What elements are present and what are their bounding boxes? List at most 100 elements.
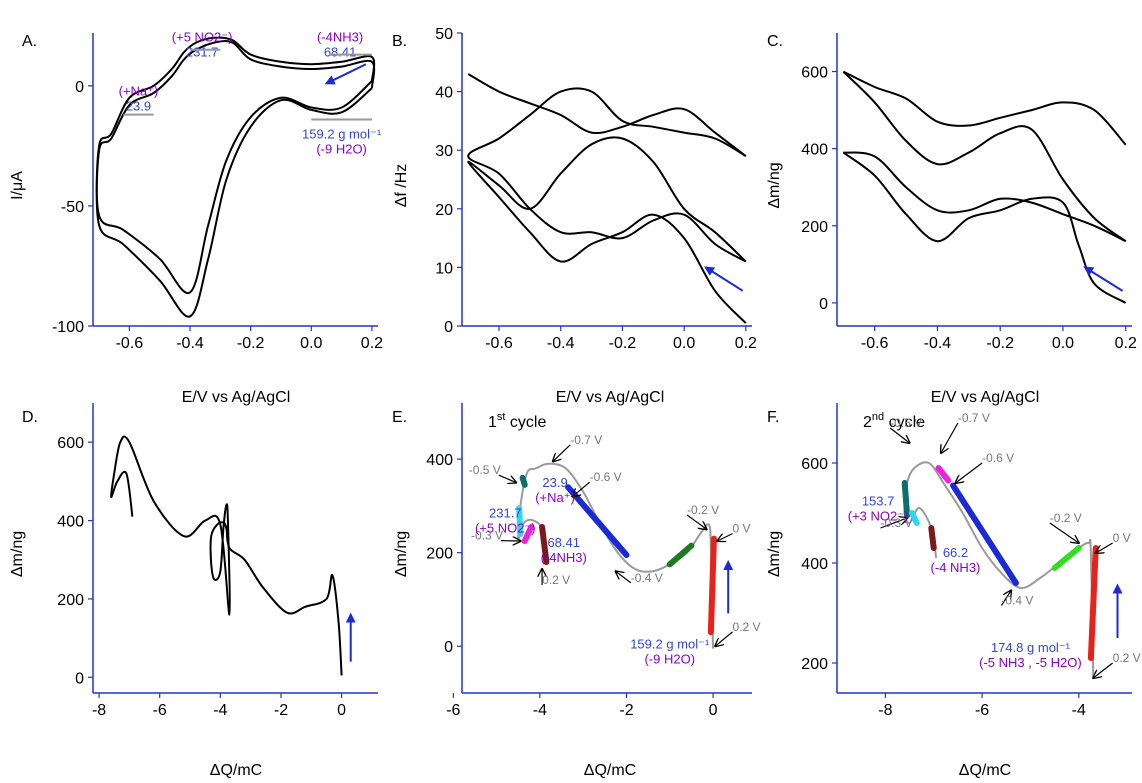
panel-b: -0.6 -0.4 -0.2 0.0 0.2 0 10 20 30 40 50 B. Δf /Hz [392,26,757,352]
potential-label: -0.5 V [469,463,501,477]
annotation-text: (+Na⁺) [535,490,575,505]
panel-d: -8 -6 -4 -2 0 0 200 400 600 D. Δm/ng [9,403,378,719]
y-tick-label: 0 [75,670,84,687]
panel-letter: E. [392,409,407,426]
highlight-segment [1087,545,1099,661]
potential-label: -0.4 V [1001,594,1033,608]
series-line [95,40,376,318]
highlight-segment [707,535,717,636]
xlabel-row2-f: ΔQ/mC [959,762,1011,779]
annotation-text: (+3 NO2⁻) [848,509,909,524]
y-tick-label: 0 [444,319,453,336]
series-line [467,136,747,324]
y-tick-label: 0 [75,79,84,96]
highlight-segment [516,505,524,537]
cycle-title: 1st cycle [488,411,546,431]
highlight-segment [666,542,695,568]
annotation-text: 23.9 [126,98,151,113]
panel-letter: B. [392,33,407,50]
callout-arrow [1093,662,1114,678]
potential-label: -0.3 V [471,529,503,543]
x-tick-label: -0.4 [176,335,204,352]
y-tick-label: 20 [435,202,453,219]
callout-arrow [880,518,908,529]
potential-label: -0.2 V [1050,511,1082,525]
x-tick-label: -6 [153,702,167,719]
potential-label: -0.3 V [881,516,913,530]
series-line [842,70,1127,243]
y-axis-label: Δm/ng [393,531,410,577]
y-tick-label: 40 [435,85,453,102]
y-tick-label: 400 [801,142,828,159]
y-axis-label: Δm/ng [766,162,783,208]
callout-arrow [1000,591,1011,606]
annotation-text: (-9 H2O) [316,142,367,157]
annotation-text: 174.8 g mol⁻¹ [991,640,1071,655]
annotation-text: 231.7 [489,506,522,521]
series-line [467,87,747,263]
series-line [903,461,1095,679]
highlight-segment [539,523,550,566]
annotation-text: 68.41 [324,44,357,59]
x-tick-label: 0.0 [300,335,322,352]
highlight-segment [521,523,535,544]
x-tick-label: -6 [975,702,989,719]
xlabel-row2-d: ΔQ/mC [210,762,262,779]
y-tick-label: 10 [435,260,453,277]
series-line [842,70,1127,146]
y-axis-label: I/μA [9,171,26,200]
x-tick-label: -0.6 [861,335,889,352]
callout-arrow [553,444,571,462]
x-tick-label: -2 [274,702,288,719]
potential-label: 0 V [733,522,751,536]
annotation-text: 153.7 [862,494,895,509]
direction-arrow [1083,266,1124,292]
x-tick-label: 0.2 [1115,335,1137,352]
x-tick-label: -6 [446,702,460,719]
x-tick-label: -4 [1072,702,1086,719]
annotation-text: 23.9 [542,475,567,490]
y-tick-label: 600 [801,456,828,473]
x-tick-label: -0.6 [485,335,513,352]
annotation-text: 159.2 g mol⁻¹ [302,127,382,142]
x-tick-label: -4 [533,702,547,719]
panel-c: -0.6 -0.4 -0.2 0.0 0.2 0 200 400 600 C. Δm/ng [766,33,1137,352]
y-tick-label: 200 [801,219,828,236]
panel-letter: C. [767,33,783,50]
x-tick-label: 0.2 [361,335,383,352]
y-tick-label: 400 [57,514,84,531]
callout-arrow [889,427,909,443]
annotation-text: (+5 NO2⁻) [172,29,233,44]
direction-arrow [704,266,744,292]
callout-arrow [572,481,591,496]
y-tick-label: 50 [435,26,453,43]
xlabel-row1-c: E/V vs Ag/AgCl [931,389,1040,406]
x-tick-label: -0.4 [547,335,575,352]
xlabel-row1-a: E/V vs Ag/AgCl [182,389,291,406]
highlight-segment [935,465,952,484]
potential-label: -0.4 V [631,571,663,585]
x-tick-label: 0.2 [735,335,757,352]
y-tick-label: -100 [52,319,84,336]
callout-arrow [616,571,632,584]
callout-arrow [1096,542,1113,553]
x-tick-label: 0.0 [673,335,695,352]
x-tick-label: 0.0 [1052,335,1074,352]
annotation-text: (+Na⁺) [119,83,159,98]
panel-e: -6 -4 -2 0 0 200 400 E. Δm/ng 1st cycle -0.7 V -0.6… [392,403,761,719]
annotation-text: (-4NH3) [317,29,363,44]
annotation-text: 68.41 [547,535,580,550]
highlight-segment [950,482,1019,586]
highlight-segment [1051,545,1082,571]
callout-arrow [686,514,706,529]
x-tick-label: -8 [878,702,892,719]
callout-arrow [955,462,983,483]
y-tick-label: -50 [61,199,84,216]
x-tick-label: -0.4 [924,335,952,352]
y-tick-label: 600 [801,65,828,82]
callout-arrow [941,422,959,453]
potential-label: -0.6 V [590,470,622,484]
y-tick-label: 0 [819,296,828,313]
highlight-segment [908,510,920,526]
